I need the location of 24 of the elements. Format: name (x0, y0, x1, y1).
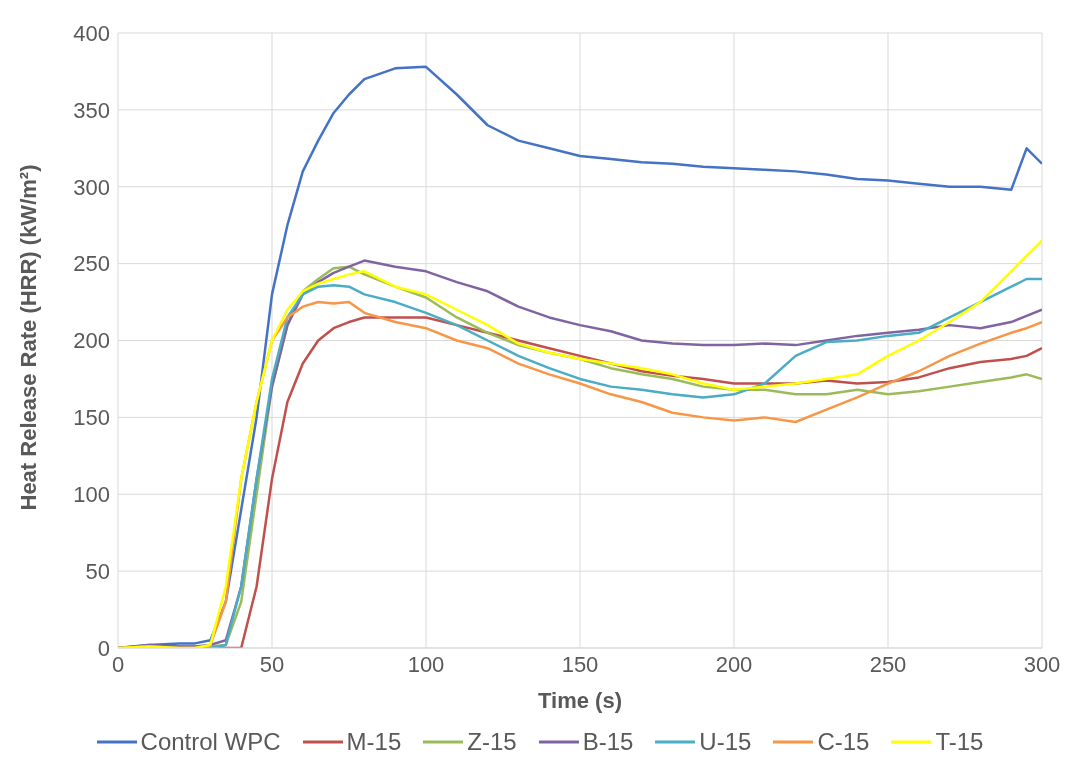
y-tick-label: 50 (85, 558, 110, 584)
y-tick-label: 100 (73, 482, 110, 508)
x-axis-title: Time (s) (538, 688, 622, 713)
x-tick-label: 200 (715, 651, 753, 677)
y-tick-label: 300 (73, 174, 110, 200)
y-tick-label: 350 (73, 97, 110, 123)
y-tick-label: 400 (73, 20, 110, 46)
legend-label: U-15 (699, 728, 752, 756)
y-tick-label: 200 (73, 328, 110, 354)
y-tick-label: 0 (97, 635, 110, 661)
legend-label: Z-15 (467, 728, 517, 756)
legend-label: C-15 (817, 728, 870, 756)
x-tick-label: 250 (869, 651, 907, 677)
legend-label: B-15 (582, 728, 634, 756)
y-tick-label: 250 (73, 251, 110, 277)
x-tick-label: 300 (1023, 651, 1061, 677)
x-tick-label: 50 (259, 651, 285, 677)
x-tick-label: 100 (407, 651, 445, 677)
y-tick-label: 150 (73, 405, 110, 431)
x-tick-label: 150 (561, 651, 599, 677)
legend-label: Control WPC (140, 728, 281, 756)
legend-label: M-15 (346, 728, 402, 756)
legend-label: T-15 (935, 728, 984, 756)
y-axis-title: Heat Release Rate (HRR) (kW/m²) (15, 164, 41, 511)
